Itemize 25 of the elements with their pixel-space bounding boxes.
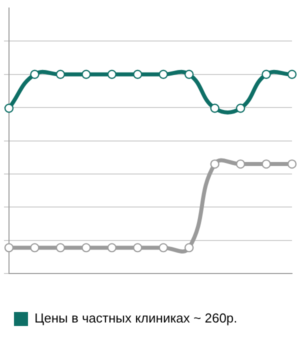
point [82, 70, 91, 79]
point [210, 159, 220, 169]
point [158, 243, 168, 252]
point [158, 70, 168, 79]
point [56, 70, 66, 79]
point [236, 159, 246, 169]
point [210, 104, 220, 113]
point [184, 70, 194, 79]
point [287, 70, 297, 79]
point [4, 104, 14, 113]
point [287, 159, 297, 169]
point [107, 70, 117, 79]
point [184, 243, 194, 252]
point [56, 243, 66, 252]
point [236, 104, 246, 113]
point [133, 243, 142, 252]
point [4, 243, 14, 252]
legend-label: Цены в частных клиниках ~ 260р. [34, 310, 238, 326]
point [133, 70, 142, 79]
point [107, 243, 117, 252]
point [262, 70, 271, 79]
point [30, 70, 40, 79]
point [262, 159, 271, 169]
point [30, 243, 40, 252]
point [82, 243, 91, 252]
